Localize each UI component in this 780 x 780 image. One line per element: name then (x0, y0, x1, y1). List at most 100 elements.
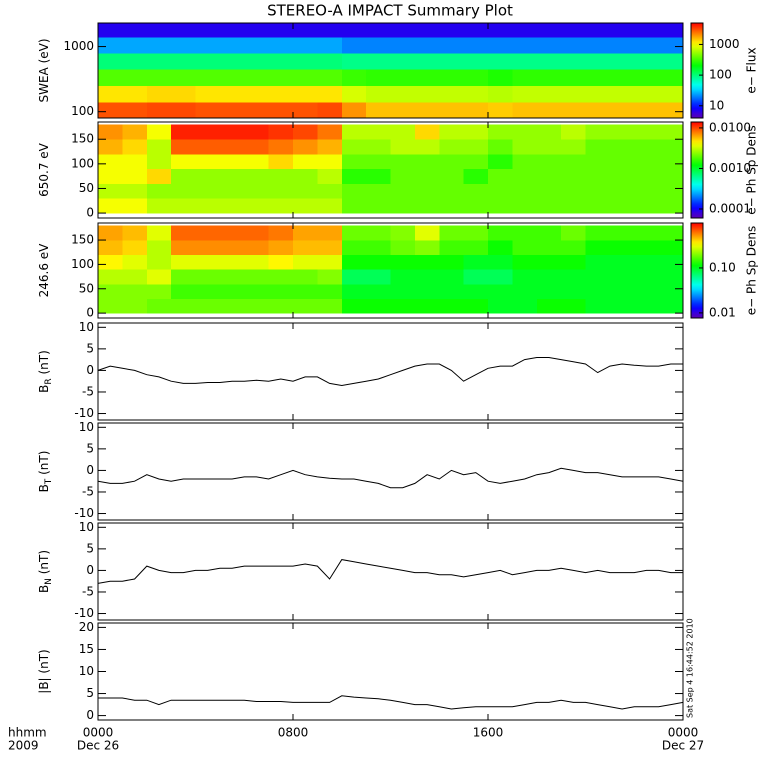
heatmap-cell (122, 225, 148, 241)
heatmap-cell (98, 124, 123, 140)
heatmap-cell (658, 198, 684, 214)
heatmap-cell (366, 183, 391, 199)
heatmap-cell (536, 139, 562, 155)
heatmap-cell (414, 124, 440, 140)
heatmap-cell (366, 283, 391, 299)
colorbar-tick-label: 100 (709, 68, 732, 82)
heatmap-cell (293, 240, 318, 256)
heatmap-cell (512, 168, 538, 184)
y-tick-label: 5 (86, 341, 94, 355)
heatmap-cell (488, 139, 513, 155)
heatmap-cell (634, 23, 660, 38)
heatmap-cell (268, 52, 294, 70)
y-tick-label: -10 (74, 606, 94, 620)
heatmap-cell (317, 23, 343, 38)
heatmap-cell (341, 69, 367, 87)
data-line (97, 467, 684, 489)
heatmap-cell (390, 124, 416, 140)
heatmap-cell (341, 298, 367, 314)
colorbar-tick-label: 0.0010 (709, 161, 751, 175)
heatmap-cell (244, 139, 270, 155)
y-axis-label-sub: T (44, 478, 54, 485)
heatmap-cell (609, 183, 635, 199)
heatmap-cell (244, 198, 270, 214)
y-tick-label: 20 (79, 620, 94, 634)
heatmap-cell (585, 69, 611, 87)
y-axis-label-sub: N (44, 578, 54, 585)
heatmap-cell (317, 298, 343, 314)
heatmap-cell (463, 23, 489, 38)
heatmap-cell (488, 37, 513, 54)
heatmap-cell (366, 269, 391, 285)
heatmap-cell (366, 139, 391, 155)
heatmap-cell (609, 37, 635, 54)
y-tick-label: 5 (86, 441, 94, 455)
colorbar-tick-label: 0.0001 (709, 202, 751, 216)
heatmap-cell (439, 183, 465, 199)
heatmap-cell (146, 85, 172, 103)
y-tick-label: 10 (79, 664, 94, 678)
heatmap-cell (609, 139, 635, 155)
heatmap-cell (634, 225, 660, 241)
y-axis-label-unit: (nT) (37, 350, 51, 378)
heatmap-cell (195, 85, 221, 103)
heatmap-cell (512, 269, 538, 285)
heatmap-cell (244, 52, 270, 70)
x-tick-label: 0000 (668, 726, 699, 740)
heatmap-cell (634, 168, 660, 184)
heatmap-cell (244, 102, 270, 119)
heatmap-cell (244, 254, 270, 270)
heatmap-cell (268, 183, 294, 199)
heatmap-cell (219, 37, 245, 54)
y-tick-label: 5 (86, 686, 94, 700)
heatmap-cell (219, 52, 245, 70)
heatmap-cell (341, 240, 367, 256)
heatmap-cell (122, 254, 148, 270)
y-axis-label-main: B (37, 385, 51, 393)
heatmap-cell (390, 52, 416, 70)
heatmap-cell (122, 240, 148, 256)
colorbar-tick-label: 0.01 (709, 305, 736, 319)
panel-frame (97, 522, 684, 621)
heatmap-cell (390, 168, 416, 184)
heatmap-cell (561, 225, 586, 241)
heatmap-cell (171, 124, 196, 140)
heatmap-cell (609, 69, 635, 87)
y-tick-label: -5 (82, 484, 94, 498)
heatmap-cell (536, 23, 562, 38)
heatmap-cell (439, 168, 465, 184)
heatmap-cell (561, 198, 586, 214)
heatmap-cell (146, 254, 172, 270)
heatmap-cell (317, 269, 343, 285)
y-axis-label: BN (nT) (37, 550, 54, 593)
heatmap-cell (317, 225, 343, 241)
heatmap-cell (171, 85, 196, 103)
heatmap-cell (146, 23, 172, 38)
heatmap-cell (366, 124, 391, 140)
heatmap-cell (488, 102, 513, 119)
heatmap-cell (536, 168, 562, 184)
heatmap-cell (146, 240, 172, 256)
heatmap-cell (463, 168, 489, 184)
y-axis-label: BT (nT) (37, 451, 54, 493)
heatmap-cell (366, 254, 391, 270)
heatmap-cell (195, 124, 221, 140)
heatmap-cell (317, 124, 343, 140)
heatmap-cell (146, 283, 172, 299)
heatmap-cell (439, 102, 465, 119)
heatmap-cell (98, 225, 123, 241)
heatmap-cell (561, 85, 586, 103)
heatmap-cell (634, 183, 660, 199)
heatmap-cell (146, 183, 172, 199)
heatmap-cell (122, 139, 148, 155)
heatmap-cell (317, 154, 343, 170)
heatmap-cell (293, 37, 318, 54)
heatmap-cell (609, 102, 635, 119)
heatmap-cell (171, 139, 196, 155)
heatmap-cell (414, 240, 440, 256)
heatmap-cell (634, 124, 660, 140)
heatmap-cell (536, 69, 562, 87)
heatmap-cell (268, 283, 294, 299)
heatmap-cell (195, 154, 221, 170)
heatmap-cell (171, 225, 196, 241)
